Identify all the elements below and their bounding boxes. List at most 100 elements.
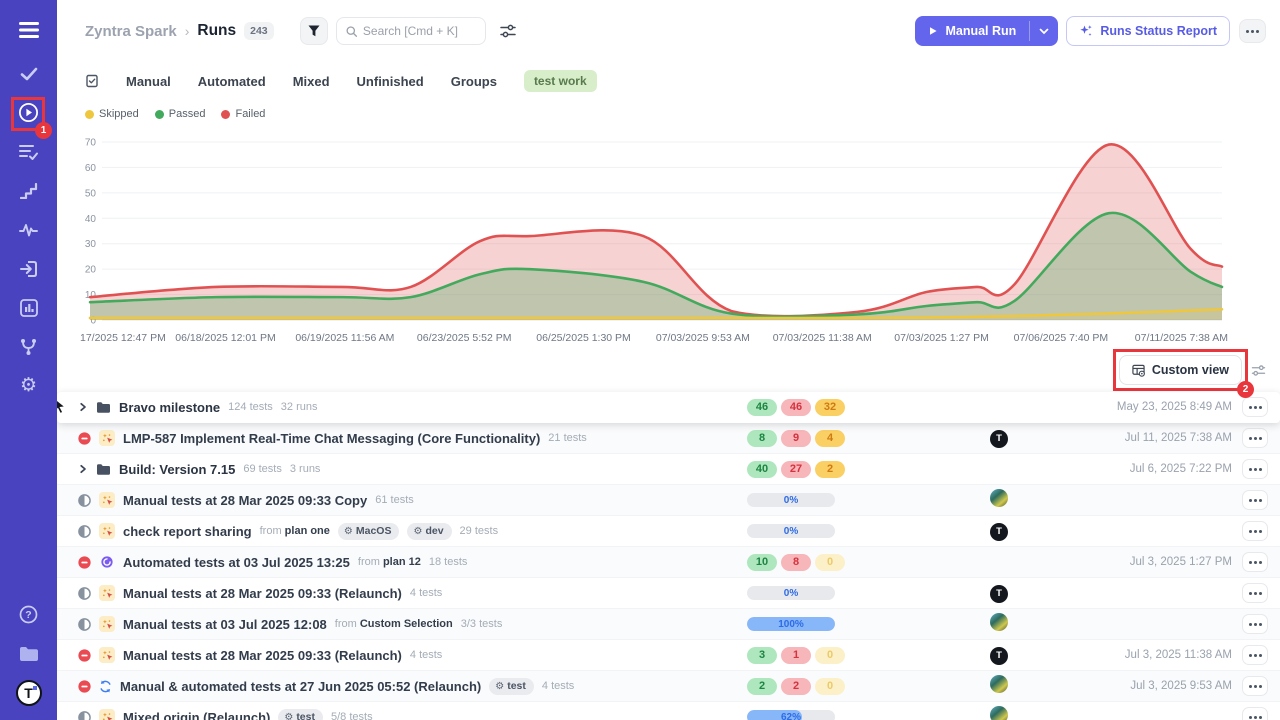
- row-more-button[interactable]: [1242, 614, 1268, 634]
- list-check-icon[interactable]: [0, 132, 57, 171]
- runs-status-report-button[interactable]: Runs Status Report: [1066, 16, 1230, 46]
- run-row[interactable]: Mixed origin (Relaunch) ⚙ test 5/8 tests 62…: [57, 702, 1280, 720]
- failed-count-badge: 2: [781, 677, 811, 695]
- run-stats: 0%: [747, 524, 835, 538]
- group-row[interactable]: Build: Version 7.15 69 tests 3 runs 40 27 2 J…: [57, 454, 1280, 485]
- run-title[interactable]: Manual tests at 28 Mar 2025 09:33 Copy: [123, 492, 368, 508]
- chevron-right-icon[interactable]: [78, 402, 88, 412]
- tab-automated[interactable]: Automated: [197, 73, 266, 89]
- run-row[interactable]: Automated tests at 03 Jul 2025 13:25 from…: [57, 547, 1280, 578]
- run-row[interactable]: check report sharing from plan one ⚙ MacOS ⚙…: [57, 516, 1280, 547]
- legend-dot: [154, 109, 164, 119]
- help-icon[interactable]: ?: [0, 595, 57, 634]
- assignee-avatar[interactable]: [990, 705, 1008, 720]
- run-row[interactable]: Manual tests at 28 Mar 2025 09:33 (Relau…: [57, 578, 1280, 609]
- row-more-button[interactable]: [1242, 490, 1268, 510]
- x-axis-label: 07/11/2025 7:38 AM: [1134, 332, 1228, 344]
- row-more-button[interactable]: [1242, 645, 1268, 665]
- gear-icon[interactable]: ⚙: [19, 375, 38, 396]
- config-chip[interactable]: ⚙ test: [489, 677, 534, 695]
- run-title[interactable]: Manual tests at 28 Mar 2025 09:33 (Relau…: [123, 647, 402, 663]
- row-more-button[interactable]: [1242, 583, 1268, 603]
- row-more-button[interactable]: [1242, 428, 1268, 448]
- row-more-button[interactable]: [1242, 459, 1268, 479]
- tab-groups[interactable]: Groups: [450, 73, 497, 89]
- config-chip[interactable]: ⚙ dev: [407, 522, 452, 540]
- group-row[interactable]: Bravo milestone 124 tests 32 runs 46 46 32 Ma…: [57, 392, 1280, 423]
- check-icon[interactable]: [0, 54, 57, 93]
- filter-tag[interactable]: test work: [523, 70, 597, 92]
- run-title[interactable]: Mixed origin (Relaunch): [123, 709, 271, 720]
- run-row[interactable]: Manual & automated tests at 27 Jun 2025 …: [57, 671, 1280, 702]
- gear-icon: ⚙: [343, 525, 353, 537]
- legend-item-passed[interactable]: Passed: [154, 108, 205, 120]
- assignee-avatar[interactable]: T: [990, 584, 1008, 603]
- status-blocked-icon: [78, 555, 91, 569]
- row-more-button[interactable]: [1242, 552, 1268, 572]
- config-chip[interactable]: ⚙ test: [278, 708, 323, 720]
- manual-run-type-icon: [99, 430, 115, 446]
- assignee-avatar[interactable]: [990, 674, 1008, 693]
- assignee-avatar[interactable]: T: [990, 429, 1008, 448]
- tab-unfinished[interactable]: Unfinished: [356, 73, 424, 89]
- assignee-avatar[interactable]: T: [990, 522, 1008, 541]
- run-from-plan[interactable]: from Custom Selection: [334, 618, 453, 630]
- header-more-button[interactable]: [1239, 19, 1266, 43]
- legend-item-failed[interactable]: Failed: [221, 108, 265, 120]
- row-more-button[interactable]: [1242, 676, 1268, 696]
- chevron-right-icon[interactable]: [78, 464, 88, 474]
- run-title[interactable]: Manual tests at 03 Jul 2025 12:08: [123, 616, 327, 632]
- filter-button[interactable]: [299, 17, 328, 45]
- skipped-count-badge: 4: [815, 429, 845, 447]
- view-settings-icon[interactable]: [499, 24, 516, 38]
- custom-view-button[interactable]: Custom view: [1118, 355, 1242, 385]
- sign-in-icon[interactable]: [0, 249, 57, 288]
- row-more-button[interactable]: [1242, 707, 1268, 720]
- checklist-icon[interactable]: [85, 74, 99, 88]
- avatar-letter: T: [15, 679, 42, 706]
- run-from-plan[interactable]: from plan one: [259, 525, 330, 537]
- manual-run-dropdown[interactable]: [1030, 16, 1058, 46]
- play-circle-icon[interactable]: [0, 93, 57, 132]
- breadcrumb-project[interactable]: Zyntra Spark: [85, 22, 177, 40]
- run-title[interactable]: LMP-587 Implement Real-Time Chat Messagi…: [123, 430, 541, 446]
- menu-icon[interactable]: [0, 6, 57, 54]
- tab-mixed[interactable]: Mixed: [292, 73, 330, 89]
- passed-count-badge: 8: [747, 429, 777, 447]
- x-axis-label: 06/25/2025 1:30 PM: [536, 332, 631, 344]
- run-row[interactable]: LMP-587 Implement Real-Time Chat Messagi…: [57, 423, 1280, 454]
- run-row[interactable]: Manual tests at 28 Mar 2025 09:33 Copy 61…: [57, 485, 1280, 516]
- steps-icon[interactable]: [0, 171, 57, 210]
- run-title[interactable]: check report sharing: [123, 523, 252, 539]
- run-title[interactable]: Bravo milestone: [119, 399, 221, 415]
- run-title[interactable]: Manual tests at 28 Mar 2025 09:33 (Relau…: [123, 585, 402, 601]
- run-row[interactable]: Manual tests at 03 Jul 2025 12:08 from Cu…: [57, 609, 1280, 640]
- assignee-avatar[interactable]: [990, 488, 1008, 507]
- run-row[interactable]: Manual tests at 28 Mar 2025 09:33 (Relau…: [57, 640, 1280, 671]
- tab-manual[interactable]: Manual: [126, 73, 171, 89]
- activity-icon[interactable]: [0, 210, 57, 249]
- branch-icon[interactable]: [0, 327, 57, 366]
- tabs-row: Manual Automated Mixed Unfinished Groups tes…: [57, 62, 1280, 100]
- assignee-avatar[interactable]: T: [990, 646, 1008, 665]
- legend-item-skipped[interactable]: Skipped: [85, 108, 139, 120]
- progress-label: 62%: [780, 711, 801, 720]
- skipped-count-badge: 2: [815, 460, 845, 478]
- run-from-plan[interactable]: from plan 12: [357, 556, 421, 568]
- search-box[interactable]: [335, 17, 486, 45]
- row-more-button[interactable]: [1242, 521, 1268, 541]
- run-title[interactable]: Manual & automated tests at 27 Jun 2025 …: [120, 678, 482, 694]
- run-title[interactable]: Build: Version 7.15: [119, 461, 236, 477]
- search-input[interactable]: [362, 24, 476, 38]
- assignee-avatar[interactable]: [990, 612, 1008, 631]
- compare-sliders-icon[interactable]: [1251, 364, 1266, 377]
- folder-icon: [97, 401, 110, 413]
- user-avatar[interactable]: T: [0, 673, 57, 712]
- run-title[interactable]: Automated tests at 03 Jul 2025 13:25: [123, 554, 350, 570]
- config-chip[interactable]: ⚙ MacOS: [337, 522, 400, 540]
- manual-run-button[interactable]: Manual Run: [915, 16, 1059, 46]
- row-more-button[interactable]: [1242, 397, 1268, 417]
- docs-folder-icon[interactable]: [0, 634, 57, 673]
- bar-chart-icon[interactable]: [0, 288, 57, 327]
